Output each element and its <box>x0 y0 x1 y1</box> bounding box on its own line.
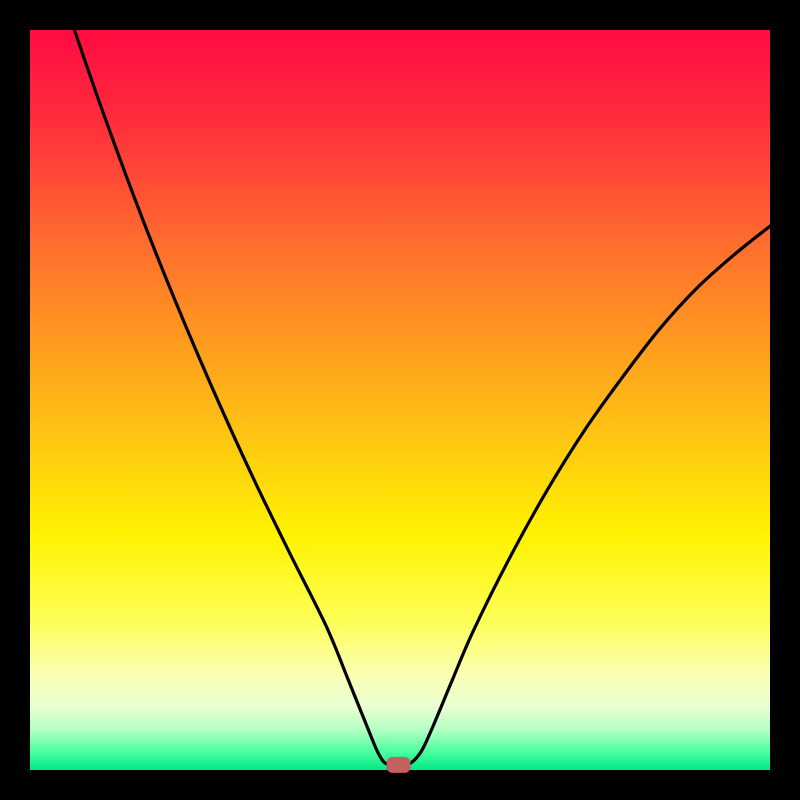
chart-svg <box>0 0 800 800</box>
watermark-text: TheBottleneck.com <box>602 4 790 30</box>
chart-container: TheBottleneck.com <box>0 0 800 800</box>
plot-background-gradient <box>30 30 770 770</box>
optimum-marker <box>387 757 411 773</box>
